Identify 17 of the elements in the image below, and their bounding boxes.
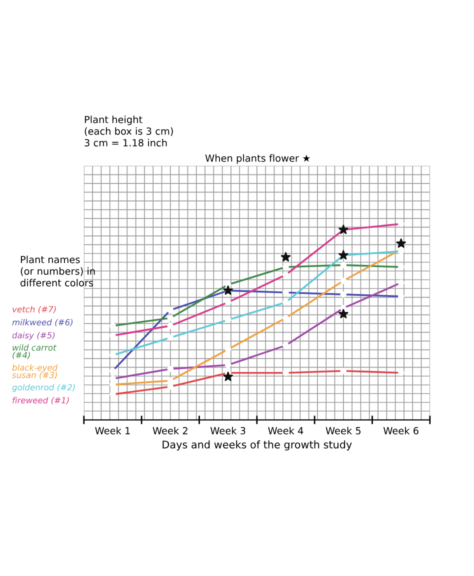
- x-axis-title: Days and weeks of the growth study: [162, 440, 352, 451]
- text: vetch (#7): [12, 306, 56, 314]
- text: milkweed (#6): [12, 318, 73, 326]
- x-tick-label: Week 6: [383, 426, 418, 434]
- text: When plants flower ★: [205, 154, 310, 164]
- text: Plant height (each box is 3 cm) 3 cm = 1.18 inch: [84, 116, 173, 146]
- text: black-eyed susan (#3): [12, 364, 58, 380]
- x-tick-label: Week 1: [95, 426, 130, 434]
- text: fireweed (#1): [12, 396, 69, 404]
- x-tick-label: Week 5: [326, 426, 361, 434]
- text: goldenrod (#2): [12, 384, 75, 392]
- text: wild carrot (#4): [12, 344, 57, 360]
- text: daisy (#5): [12, 332, 55, 340]
- x-tick-label: Week 3: [210, 426, 246, 434]
- annotation: Plant names (or numbers) in different colors: [20, 256, 95, 286]
- x-tick-label: Week 2: [152, 426, 188, 434]
- x-tick-label: Week 4: [268, 426, 304, 434]
